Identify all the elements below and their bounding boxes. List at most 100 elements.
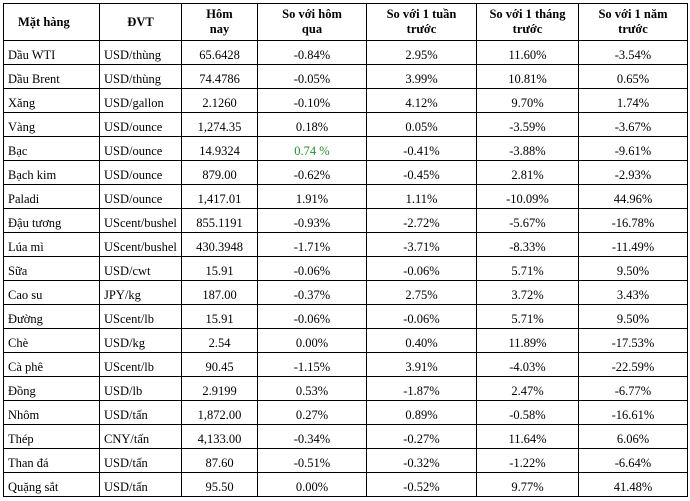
unit-cell: UScent/bushel	[99, 208, 182, 233]
unit-cell: USD/ounce	[99, 160, 182, 185]
change-vs-week: 0.89%	[366, 400, 477, 425]
table-row: Bạch kim USD/ounce 879.00 -0.62% -0.45% 2.81%…	[3, 160, 688, 185]
table-row: Đậu tương UScent/bushel 855.1191 -0.93% -2.7…	[3, 208, 688, 233]
change-vs-yesterday: -0.06%	[257, 256, 367, 281]
change-vs-month: 10.81%	[476, 64, 579, 89]
change-vs-week: -0.52%	[366, 472, 477, 497]
commodity-name: Dầu Brent	[3, 64, 100, 89]
commodity-name: Xăng	[3, 88, 100, 113]
unit-cell: USD/thùng	[99, 40, 182, 65]
change-vs-year: -3.54%	[578, 40, 688, 65]
change-vs-year: -16.61%	[578, 400, 688, 425]
change-vs-yesterday: -0.84%	[257, 40, 367, 65]
change-vs-month: -8.33%	[476, 232, 579, 257]
change-vs-yesterday: -0.93%	[257, 208, 367, 233]
change-vs-week: -0.45%	[366, 160, 477, 185]
unit-cell: UScent/lb	[99, 304, 182, 329]
change-vs-year: 9.50%	[578, 256, 688, 281]
commodity-name: Dầu WTI	[3, 40, 100, 65]
change-vs-yesterday: 0.53%	[257, 376, 367, 401]
unit-cell: UScent/lb	[99, 352, 182, 377]
change-vs-month: 5.71%	[476, 256, 579, 281]
table-row: Bạc USD/ounce 14.9324 0.74 % -0.41% -3.88% -9.…	[3, 136, 688, 161]
change-vs-yesterday: -0.37%	[257, 280, 367, 305]
change-vs-yesterday: 0.00%	[257, 472, 367, 497]
today-price: 855.1191	[181, 208, 258, 233]
unit-cell: USD/thùng	[99, 64, 182, 89]
table-row: Xăng USD/gallon 2.1260 -0.10% 4.12% 9.70% 1.74…	[3, 88, 688, 113]
change-vs-yesterday: -0.34%	[257, 424, 367, 449]
today-price: 2.9199	[181, 376, 258, 401]
change-vs-year: 44.96%	[578, 184, 688, 209]
table-row: Than đá USD/tấn 87.60 -0.51% -0.32% -1.22% -6.…	[3, 448, 688, 473]
change-vs-week: -3.71%	[366, 232, 477, 257]
today-price: 4,133.00	[181, 424, 258, 449]
change-vs-week: 3.99%	[366, 64, 477, 89]
unit-cell: USD/kg	[99, 328, 182, 353]
header-vs-year: So với 1 năm trước	[578, 3, 688, 41]
commodity-name: Cà phê	[3, 352, 100, 377]
commodity-name: Than đá	[3, 448, 100, 473]
change-vs-month: 11.89%	[476, 328, 579, 353]
today-price: 90.45	[181, 352, 258, 377]
commodity-name: Quặng sắt	[3, 472, 100, 497]
unit-cell: UScent/bushel	[99, 232, 182, 257]
change-vs-week: 2.75%	[366, 280, 477, 305]
table-row: Paladi USD/ounce 1,417.01 1.91% 1.11% -10.09%…	[3, 184, 688, 209]
change-vs-week: 0.40%	[366, 328, 477, 353]
change-vs-week: 1.11%	[366, 184, 477, 209]
today-price: 1,872.00	[181, 400, 258, 425]
unit-cell: CNY/tấn	[99, 424, 182, 449]
commodity-name: Cao su	[3, 280, 100, 305]
table-row: Vàng USD/ounce 1,274.35 0.18% 0.05% -3.59% -3.…	[3, 112, 688, 137]
change-vs-month: -0.58%	[476, 400, 579, 425]
change-vs-year: 3.43%	[578, 280, 688, 305]
commodity-name: Đồng	[3, 376, 100, 401]
change-vs-yesterday: -0.06%	[257, 304, 367, 329]
change-vs-year: 6.06%	[578, 424, 688, 449]
today-price: 74.4786	[181, 64, 258, 89]
commodity-name: Lúa mì	[3, 232, 100, 257]
today-price: 1,274.35	[181, 112, 258, 137]
header-today: Hôm nay	[181, 3, 258, 41]
change-vs-month: -3.88%	[476, 136, 579, 161]
today-price: 95.50	[181, 472, 258, 497]
today-price: 2.54	[181, 328, 258, 353]
change-vs-yesterday: 0.18%	[257, 112, 367, 137]
header-commodity: Mặt hàng	[3, 3, 100, 41]
change-vs-month: 11.64%	[476, 424, 579, 449]
change-vs-month: 9.77%	[476, 472, 579, 497]
unit-cell: USD/ounce	[99, 112, 182, 137]
change-vs-week: -0.41%	[366, 136, 477, 161]
table-row: Chè USD/kg 2.54 0.00% 0.40% 11.89% -17.53%	[3, 328, 688, 353]
change-vs-year: -22.59%	[578, 352, 688, 377]
change-vs-week: -0.27%	[366, 424, 477, 449]
change-vs-yesterday: 0.74 %	[257, 136, 367, 161]
today-price: 2.1260	[181, 88, 258, 113]
change-vs-year: 41.48%	[578, 472, 688, 497]
change-vs-week: -0.32%	[366, 448, 477, 473]
change-vs-yesterday: 0.00%	[257, 328, 367, 353]
commodity-name: Paladi	[3, 184, 100, 209]
unit-cell: USD/tấn	[99, 448, 182, 473]
header-vs-week: So với 1 tuần trước	[366, 3, 477, 41]
change-vs-year: -9.61%	[578, 136, 688, 161]
today-price: 187.00	[181, 280, 258, 305]
change-vs-month: 11.60%	[476, 40, 579, 65]
change-vs-yesterday: -0.51%	[257, 448, 367, 473]
change-vs-yesterday: -0.62%	[257, 160, 367, 185]
commodity-name: Đậu tương	[3, 208, 100, 233]
change-vs-year: -6.64%	[578, 448, 688, 473]
unit-cell: USD/cwt	[99, 256, 182, 281]
commodity-name: Chè	[3, 328, 100, 353]
commodity-name: Bạc	[3, 136, 100, 161]
today-price: 1,417.01	[181, 184, 258, 209]
change-vs-week: -1.87%	[366, 376, 477, 401]
change-vs-yesterday: -1.71%	[257, 232, 367, 257]
commodity-name: Đường	[3, 304, 100, 329]
today-price: 879.00	[181, 160, 258, 185]
change-vs-year: -6.77%	[578, 376, 688, 401]
change-vs-year: -17.53%	[578, 328, 688, 353]
change-vs-month: 3.72%	[476, 280, 579, 305]
change-vs-year: -2.93%	[578, 160, 688, 185]
